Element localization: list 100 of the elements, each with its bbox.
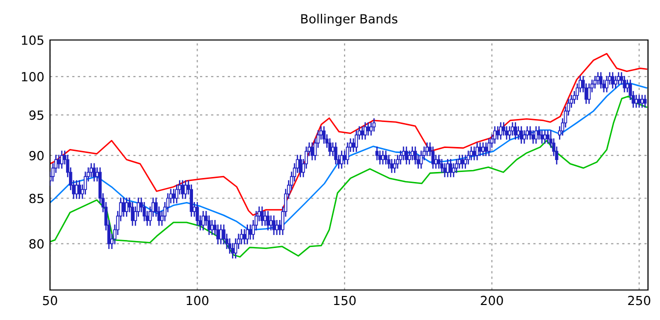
x-tick-label: 250 — [628, 296, 650, 306]
candlestick — [534, 126, 538, 144]
candlestick — [92, 163, 96, 182]
x-tick-label: 200 — [480, 296, 503, 306]
candlestick — [458, 154, 462, 169]
candlestick — [622, 76, 626, 92]
candlestick — [640, 94, 644, 108]
candlestick — [437, 154, 440, 169]
candlestick — [510, 122, 514, 136]
candlestick — [122, 198, 126, 217]
x-tick-label: 50 — [43, 296, 58, 306]
candlestick — [378, 150, 382, 164]
candlestick — [540, 130, 544, 144]
candlestick — [269, 215, 273, 230]
candlestick — [460, 154, 464, 169]
candlestick — [440, 158, 444, 173]
candlestick — [354, 130, 358, 152]
candlestick — [263, 210, 267, 226]
candlestick — [202, 210, 205, 230]
candlestick — [172, 188, 176, 204]
candlestick — [643, 94, 647, 108]
candlestick — [78, 180, 82, 199]
x-tick-label: 150 — [334, 296, 356, 306]
y-tick-label: 85 — [29, 194, 44, 204]
candlestick — [470, 146, 473, 160]
y-tick-label: 105 — [22, 35, 44, 45]
y-tick-label: 95 — [29, 110, 44, 120]
candlestick — [393, 158, 396, 173]
candlestick — [390, 158, 394, 173]
candlestick — [472, 146, 476, 160]
y-tick-label: 90 — [29, 150, 44, 160]
candlestick — [275, 220, 278, 235]
candlestick — [446, 158, 450, 178]
candlestick — [90, 163, 93, 178]
candlestick — [184, 180, 188, 199]
candlestick — [375, 146, 379, 160]
candlestick — [593, 76, 597, 88]
candlestick — [402, 146, 406, 160]
candlestick — [532, 130, 535, 144]
candlestick — [605, 76, 608, 92]
candlestick — [420, 150, 423, 169]
candlestick — [522, 130, 526, 144]
candlestick — [414, 146, 417, 164]
y-tick-label: 100 — [22, 72, 44, 82]
candlestick — [502, 122, 506, 136]
candlestick — [57, 154, 60, 169]
candlestick — [410, 146, 414, 160]
candlestick — [587, 83, 591, 104]
candlestick — [60, 150, 64, 169]
candlestick — [322, 126, 326, 144]
candlestick — [638, 94, 641, 108]
candlestick — [434, 154, 438, 169]
candlestick — [596, 72, 600, 85]
candlestick — [340, 150, 344, 169]
candlestick — [369, 122, 373, 136]
candlestick — [124, 198, 128, 217]
candlestick — [634, 94, 638, 108]
candlestick — [360, 126, 364, 140]
candlestick — [452, 163, 456, 178]
chart-title: Bollinger Bands — [301, 14, 398, 26]
candlestick — [310, 142, 314, 160]
line-series — [50, 52, 648, 216]
candlestick — [514, 122, 518, 140]
candlestick — [496, 126, 500, 140]
candlestick — [260, 206, 264, 226]
candlestick — [372, 118, 376, 132]
candlestick — [528, 126, 532, 140]
candlestick — [546, 130, 550, 144]
candlestick — [499, 122, 502, 140]
candlestick — [466, 150, 470, 164]
candlestick — [366, 122, 370, 136]
candlestick — [520, 126, 523, 144]
candlestick — [404, 146, 408, 164]
candlestick — [364, 122, 367, 140]
candlestick — [464, 154, 467, 169]
candlestick — [346, 142, 350, 164]
candlestick — [526, 126, 529, 140]
candlestick — [487, 138, 491, 156]
candlestick — [493, 126, 496, 144]
candlestick — [180, 180, 184, 199]
candlestick — [408, 150, 411, 164]
candlestick — [398, 150, 402, 164]
candlestick — [334, 142, 338, 164]
y-tick-label: 80 — [29, 239, 44, 249]
candlestick — [266, 210, 270, 230]
candlestick — [508, 126, 512, 140]
candlestick — [74, 180, 78, 199]
candlestick — [443, 163, 446, 178]
candlestick — [476, 142, 479, 160]
candlestick — [611, 72, 614, 88]
candlestick — [396, 154, 400, 169]
candlestick — [599, 72, 602, 88]
candlestick — [449, 158, 452, 178]
candlestick — [210, 220, 214, 235]
candlestick — [505, 126, 508, 140]
candlestick — [614, 76, 618, 88]
candlestick — [387, 154, 390, 169]
candlestick — [616, 72, 620, 85]
candlestick — [537, 126, 541, 140]
candlestick — [431, 146, 435, 169]
